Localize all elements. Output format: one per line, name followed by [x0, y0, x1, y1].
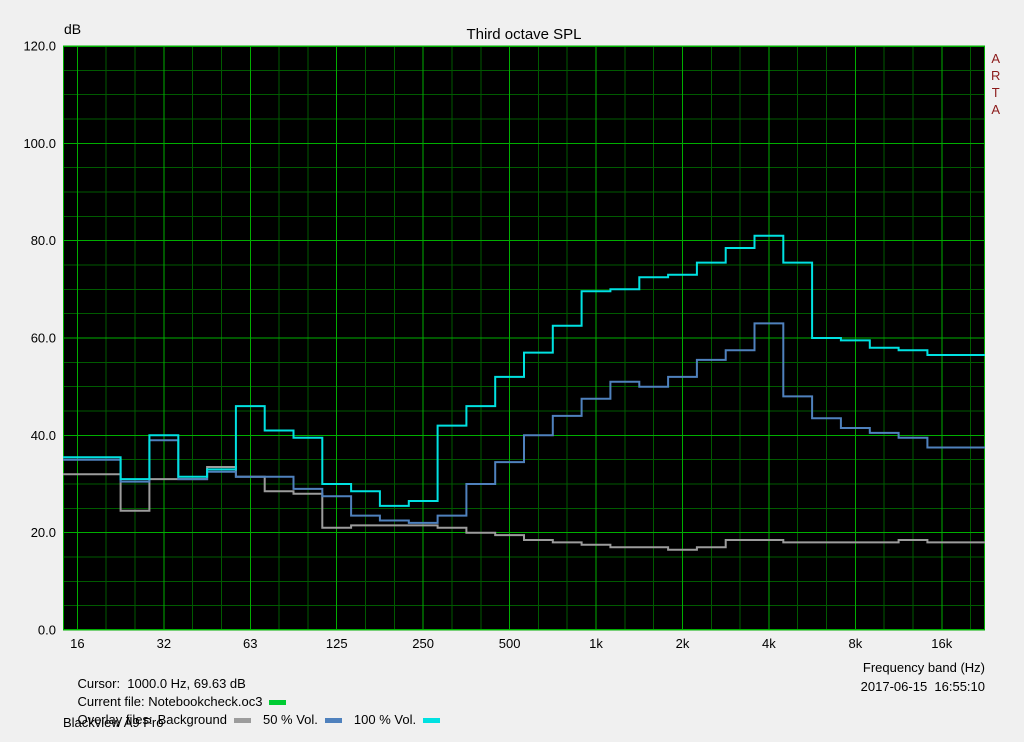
current-file-row: Current file: Notebookcheck.oc3 [63, 679, 287, 709]
cursor-readout: Cursor: 1000.0 Hz, 69.63 dB [63, 661, 245, 691]
y-tick-label: 100.0 [23, 136, 56, 151]
x-tick-label: 8k [848, 636, 862, 651]
x-tick-label: 32 [157, 636, 171, 651]
device-name: Blackview A9 Pro [63, 715, 164, 730]
x-tick-label: 1k [589, 636, 603, 651]
overlay-files-label: Overlay files: [77, 712, 153, 727]
series-100-vol [63, 234, 985, 507]
overlay-files-row: Overlay files: Background 50 % Vol. 100 % V… [63, 697, 441, 727]
y-axis-unit-label: dB [64, 21, 82, 37]
x-tick-label: 16 [70, 636, 84, 651]
cursor-text: Cursor: 1000.0 Hz, 69.63 dB [77, 676, 246, 691]
arta-logo: A R T A [991, 51, 1001, 117]
current-file-text: Current file: Notebookcheck.oc3 [77, 694, 263, 709]
x-tick-label: 16k [931, 636, 952, 651]
overlay-label-100-vol: 100 % Vol. [353, 712, 417, 727]
y-tick-label: 80.0 [31, 233, 56, 248]
x-axis-label: Frequency band (Hz) [862, 660, 985, 675]
x-tick-label: 500 [499, 636, 521, 651]
series-50-vol [63, 322, 985, 524]
overlay-label-background: Background [157, 712, 227, 727]
x-tick-label: 125 [326, 636, 348, 651]
y-tick-label: 0.0 [38, 623, 56, 638]
y-tick-label: 40.0 [31, 428, 56, 443]
y-tick-label: 20.0 [31, 525, 56, 540]
x-tick-label: 2k [676, 636, 690, 651]
y-tick-label: 60.0 [31, 331, 56, 346]
y-tick-label: 120.0 [23, 39, 56, 54]
x-tick-label: 63 [243, 636, 257, 651]
chart-title: Third octave SPL [466, 26, 582, 43]
overlay-100-vol-legend-marker [423, 718, 441, 723]
overlay-label-50-vol: 50 % Vol. [262, 712, 318, 727]
datetime-label: 2017-06-15 16:55:10 [860, 679, 985, 694]
overlay-50-vol-legend-marker [324, 718, 342, 723]
x-tick-label: 250 [412, 636, 434, 651]
third-octave-spl-plot[interactable]: 120.0 100.0 80.0 60.0 40.0 20.0 0.0 16 32 63 125 25… [0, 0, 1024, 656]
series-background [63, 466, 985, 551]
overlay-background-legend-marker [233, 718, 251, 723]
x-tick-label: 4k [762, 636, 776, 651]
current-file-legend-marker [269, 700, 287, 705]
